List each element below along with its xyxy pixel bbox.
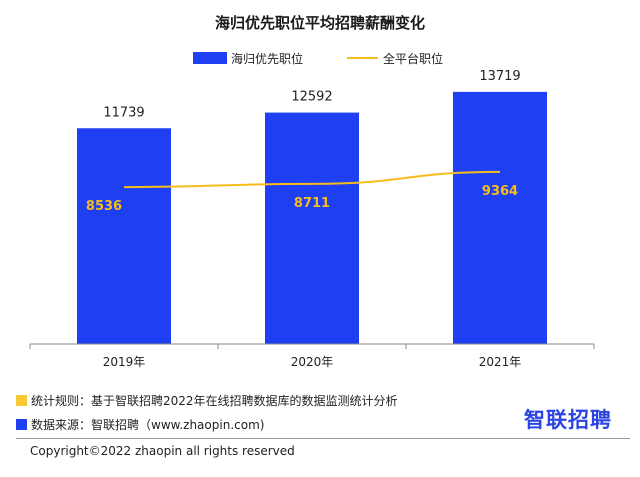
legend-line-label: 全平台职位 — [383, 51, 443, 66]
bar-value-label-0: 11739 — [103, 105, 144, 120]
line-value-label-0: 8536 — [86, 199, 122, 214]
footnote-source: 数据来源：智联招聘（www.zhaopin.com) — [16, 416, 264, 433]
legend-bar-label: 海归优先职位 — [231, 51, 303, 66]
bar-value-label-1: 12592 — [291, 90, 332, 105]
plot-area: 11739 12592 13719 2019年 2020年 2021年 8536 8711 93… — [29, 69, 595, 369]
footnote-source-text: 数据来源：智联招聘（www.zhaopin.com) — [31, 418, 265, 432]
line-value-label-1: 8711 — [294, 196, 330, 211]
divider — [16, 438, 630, 439]
bar-value-label-2: 13719 — [479, 69, 520, 84]
rule-swatch — [16, 395, 27, 406]
x-tick-label-2: 2021年 — [479, 355, 522, 369]
chart-title: 海归优先职位平均招聘薪酬变化 — [215, 14, 425, 32]
zhaopin-logo: 智联招聘 — [524, 408, 612, 432]
bar-2 — [453, 91, 547, 344]
bar-1 — [265, 112, 359, 344]
chart-svg: 海归优先职位平均招聘薪酬变化 海归优先职位 全平台职位 11739 12592 13… — [29, 14, 595, 369]
legend-bar-swatch — [193, 52, 227, 64]
legend: 海归优先职位 全平台职位 — [193, 51, 443, 66]
x-tick-label-0: 2019年 — [103, 355, 146, 369]
x-tick-label-1: 2020年 — [291, 355, 334, 369]
footnote-rule-text: 统计规则：基于智联招聘2022年在线招聘数据库的数据监测统计分析 — [31, 394, 398, 408]
source-swatch — [16, 419, 27, 430]
line-value-label-2: 9364 — [482, 184, 518, 199]
footnote-rule: 统计规则：基于智联招聘2022年在线招聘数据库的数据监测统计分析 — [16, 392, 398, 409]
bar-0 — [77, 128, 171, 344]
series-line-path — [123, 170, 501, 189]
copyright-text: Copyright©2022 zhaopin all rights reserv… — [30, 444, 295, 458]
